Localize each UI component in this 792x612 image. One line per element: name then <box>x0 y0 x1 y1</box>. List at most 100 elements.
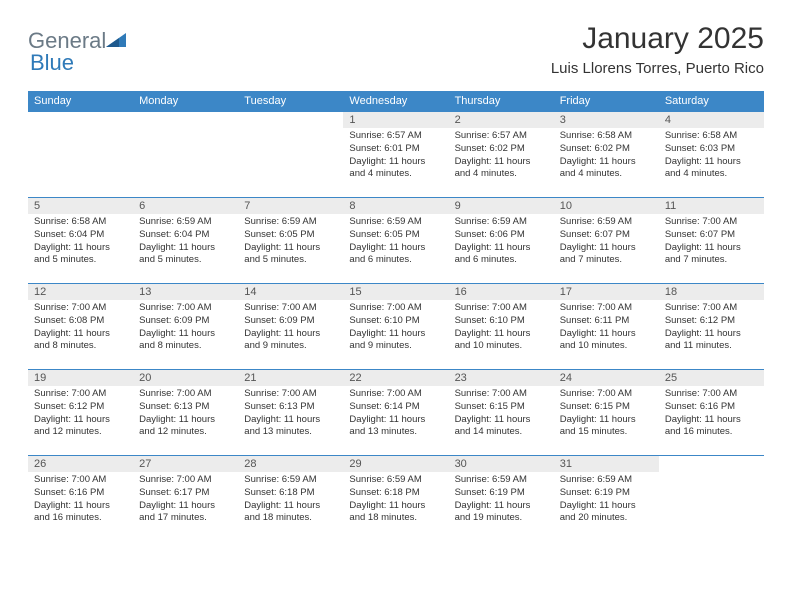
day-header: Saturday <box>659 91 764 112</box>
day-details: Sunrise: 7:00 AMSunset: 6:13 PMDaylight:… <box>133 386 238 443</box>
calendar-cell <box>659 456 764 542</box>
day-number: 27 <box>133 456 238 472</box>
calendar-cell: 11Sunrise: 7:00 AMSunset: 6:07 PMDayligh… <box>659 198 764 284</box>
day-number: 20 <box>133 370 238 386</box>
day-details: Sunrise: 7:00 AMSunset: 6:15 PMDaylight:… <box>554 386 659 443</box>
calendar-cell: 14Sunrise: 7:00 AMSunset: 6:09 PMDayligh… <box>238 284 343 370</box>
day-number: 14 <box>238 284 343 300</box>
day-details: Sunrise: 6:59 AMSunset: 6:18 PMDaylight:… <box>343 472 448 529</box>
day-details: Sunrise: 7:00 AMSunset: 6:14 PMDaylight:… <box>343 386 448 443</box>
logo-text-blue: Blue <box>30 50 74 75</box>
day-number: 26 <box>28 456 133 472</box>
day-details: Sunrise: 7:00 AMSunset: 6:09 PMDaylight:… <box>133 300 238 357</box>
day-number: 22 <box>343 370 448 386</box>
day-number: 31 <box>554 456 659 472</box>
calendar-cell: 15Sunrise: 7:00 AMSunset: 6:10 PMDayligh… <box>343 284 448 370</box>
day-details: Sunrise: 7:00 AMSunset: 6:08 PMDaylight:… <box>28 300 133 357</box>
day-number: 17 <box>554 284 659 300</box>
day-details: Sunrise: 6:59 AMSunset: 6:05 PMDaylight:… <box>343 214 448 271</box>
calendar-cell: 25Sunrise: 7:00 AMSunset: 6:16 PMDayligh… <box>659 370 764 456</box>
calendar-week-row: 19Sunrise: 7:00 AMSunset: 6:12 PMDayligh… <box>28 370 764 456</box>
day-number: 23 <box>449 370 554 386</box>
day-header: Wednesday <box>343 91 448 112</box>
calendar-cell: 22Sunrise: 7:00 AMSunset: 6:14 PMDayligh… <box>343 370 448 456</box>
calendar-week-row: 5Sunrise: 6:58 AMSunset: 6:04 PMDaylight… <box>28 198 764 284</box>
calendar-cell: 16Sunrise: 7:00 AMSunset: 6:10 PMDayligh… <box>449 284 554 370</box>
day-number: 7 <box>238 198 343 214</box>
day-number: 24 <box>554 370 659 386</box>
day-details: Sunrise: 6:57 AMSunset: 6:02 PMDaylight:… <box>449 128 554 185</box>
calendar-cell <box>28 112 133 198</box>
day-details: Sunrise: 7:00 AMSunset: 6:13 PMDaylight:… <box>238 386 343 443</box>
day-number: 30 <box>449 456 554 472</box>
day-details: Sunrise: 6:57 AMSunset: 6:01 PMDaylight:… <box>343 128 448 185</box>
page-title: January 2025 <box>551 22 764 56</box>
day-number: 13 <box>133 284 238 300</box>
calendar-cell: 23Sunrise: 7:00 AMSunset: 6:15 PMDayligh… <box>449 370 554 456</box>
day-details: Sunrise: 6:59 AMSunset: 6:05 PMDaylight:… <box>238 214 343 271</box>
day-details: Sunrise: 7:00 AMSunset: 6:12 PMDaylight:… <box>659 300 764 357</box>
calendar-cell: 8Sunrise: 6:59 AMSunset: 6:05 PMDaylight… <box>343 198 448 284</box>
calendar-cell: 1Sunrise: 6:57 AMSunset: 6:01 PMDaylight… <box>343 112 448 198</box>
day-header: Monday <box>133 91 238 112</box>
day-details: Sunrise: 6:58 AMSunset: 6:04 PMDaylight:… <box>28 214 133 271</box>
day-details: Sunrise: 7:00 AMSunset: 6:07 PMDaylight:… <box>659 214 764 271</box>
day-number: 29 <box>343 456 448 472</box>
calendar-cell: 31Sunrise: 6:59 AMSunset: 6:19 PMDayligh… <box>554 456 659 542</box>
day-details: Sunrise: 7:00 AMSunset: 6:15 PMDaylight:… <box>449 386 554 443</box>
day-number: 18 <box>659 284 764 300</box>
day-header: Sunday <box>28 91 133 112</box>
calendar-table: SundayMondayTuesdayWednesdayThursdayFrid… <box>28 91 764 542</box>
day-number: 3 <box>554 112 659 128</box>
calendar-cell: 5Sunrise: 6:58 AMSunset: 6:04 PMDaylight… <box>28 198 133 284</box>
calendar-week-row: 26Sunrise: 7:00 AMSunset: 6:16 PMDayligh… <box>28 456 764 542</box>
day-number: 11 <box>659 198 764 214</box>
calendar-cell: 12Sunrise: 7:00 AMSunset: 6:08 PMDayligh… <box>28 284 133 370</box>
calendar-cell: 21Sunrise: 7:00 AMSunset: 6:13 PMDayligh… <box>238 370 343 456</box>
calendar-cell: 18Sunrise: 7:00 AMSunset: 6:12 PMDayligh… <box>659 284 764 370</box>
day-details: Sunrise: 6:59 AMSunset: 6:04 PMDaylight:… <box>133 214 238 271</box>
calendar-cell: 3Sunrise: 6:58 AMSunset: 6:02 PMDaylight… <box>554 112 659 198</box>
calendar-body: 1Sunrise: 6:57 AMSunset: 6:01 PMDaylight… <box>28 112 764 542</box>
calendar-cell: 24Sunrise: 7:00 AMSunset: 6:15 PMDayligh… <box>554 370 659 456</box>
calendar-cell: 26Sunrise: 7:00 AMSunset: 6:16 PMDayligh… <box>28 456 133 542</box>
day-details: Sunrise: 7:00 AMSunset: 6:16 PMDaylight:… <box>659 386 764 443</box>
day-number: 6 <box>133 198 238 214</box>
day-details: Sunrise: 7:00 AMSunset: 6:12 PMDaylight:… <box>28 386 133 443</box>
day-details: Sunrise: 7:00 AMSunset: 6:10 PMDaylight:… <box>343 300 448 357</box>
calendar-cell: 9Sunrise: 6:59 AMSunset: 6:06 PMDaylight… <box>449 198 554 284</box>
calendar-cell: 20Sunrise: 7:00 AMSunset: 6:13 PMDayligh… <box>133 370 238 456</box>
calendar-cell: 7Sunrise: 6:59 AMSunset: 6:05 PMDaylight… <box>238 198 343 284</box>
calendar-cell: 6Sunrise: 6:59 AMSunset: 6:04 PMDaylight… <box>133 198 238 284</box>
location-subtitle: Luis Llorens Torres, Puerto Rico <box>551 60 764 77</box>
header: General January 2025 Luis Llorens Torres… <box>28 22 764 77</box>
day-number: 2 <box>449 112 554 128</box>
calendar-cell: 28Sunrise: 6:59 AMSunset: 6:18 PMDayligh… <box>238 456 343 542</box>
calendar-cell: 19Sunrise: 7:00 AMSunset: 6:12 PMDayligh… <box>28 370 133 456</box>
day-details: Sunrise: 7:00 AMSunset: 6:10 PMDaylight:… <box>449 300 554 357</box>
day-details: Sunrise: 6:58 AMSunset: 6:02 PMDaylight:… <box>554 128 659 185</box>
day-number: 12 <box>28 284 133 300</box>
calendar-cell: 13Sunrise: 7:00 AMSunset: 6:09 PMDayligh… <box>133 284 238 370</box>
day-details: Sunrise: 7:00 AMSunset: 6:16 PMDaylight:… <box>28 472 133 529</box>
calendar-cell: 29Sunrise: 6:59 AMSunset: 6:18 PMDayligh… <box>343 456 448 542</box>
day-number: 1 <box>343 112 448 128</box>
day-number: 9 <box>449 198 554 214</box>
calendar-cell: 17Sunrise: 7:00 AMSunset: 6:11 PMDayligh… <box>554 284 659 370</box>
calendar-cell: 10Sunrise: 6:59 AMSunset: 6:07 PMDayligh… <box>554 198 659 284</box>
day-details: Sunrise: 6:59 AMSunset: 6:18 PMDaylight:… <box>238 472 343 529</box>
calendar-week-row: 12Sunrise: 7:00 AMSunset: 6:08 PMDayligh… <box>28 284 764 370</box>
logo-triangle-icon <box>106 31 128 49</box>
day-number: 25 <box>659 370 764 386</box>
day-number: 5 <box>28 198 133 214</box>
calendar-cell <box>133 112 238 198</box>
day-details: Sunrise: 7:00 AMSunset: 6:11 PMDaylight:… <box>554 300 659 357</box>
day-details: Sunrise: 6:59 AMSunset: 6:06 PMDaylight:… <box>449 214 554 271</box>
day-details: Sunrise: 6:59 AMSunset: 6:07 PMDaylight:… <box>554 214 659 271</box>
day-details: Sunrise: 7:00 AMSunset: 6:09 PMDaylight:… <box>238 300 343 357</box>
calendar-cell: 27Sunrise: 7:00 AMSunset: 6:17 PMDayligh… <box>133 456 238 542</box>
calendar-cell <box>238 112 343 198</box>
day-number: 21 <box>238 370 343 386</box>
day-number: 4 <box>659 112 764 128</box>
title-block: January 2025 Luis Llorens Torres, Puerto… <box>551 22 764 77</box>
